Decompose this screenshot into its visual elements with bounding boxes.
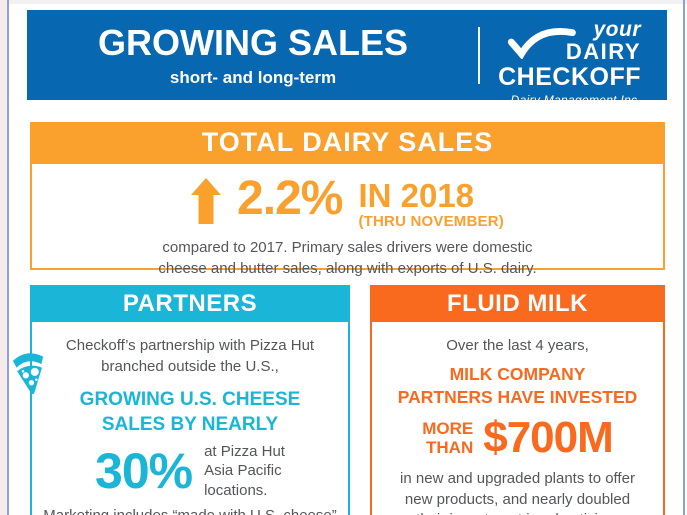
fluid-milk-banner: FLUID MILK	[370, 285, 665, 322]
sales-growth-period-block: IN 2018 (THRU NOVEMBER)	[358, 179, 504, 230]
fluid-milk-highlight: MILK COMPANY PARTNERS HAVE INVESTED	[397, 363, 638, 407]
sales-growth-period: IN 2018	[358, 177, 475, 214]
cheese-sales-stat: 30% at Pizza Hut Asia Pacific locations.	[95, 442, 285, 501]
window-top-edge	[0, 0, 687, 4]
pizza-slice-icon	[12, 353, 44, 395]
logo-dairy-text: DAIRY	[565, 39, 641, 64]
logo-your-text: your	[593, 18, 641, 41]
fluid-milk-panel: Over the last 4 years, MILK COMPANY PART…	[370, 322, 665, 515]
window-left-edge	[0, 0, 7, 515]
checkmark-swoosh-icon	[507, 28, 576, 59]
partners-highlight: GROWING U.S. CHEESE SALES BY NEARLY	[79, 389, 301, 436]
investment-value: $700M	[483, 412, 614, 462]
fluid-milk-intro: Over the last 4 years,	[446, 337, 589, 354]
logo-checkoff-text: CHECKOFF	[498, 63, 641, 91]
total-dairy-description: compared to 2017. Primary sales drivers …	[158, 239, 537, 277]
fluid-milk-description: in new and upgraded plants to offer new …	[400, 469, 635, 515]
more-than-label: MORE THAN	[422, 418, 474, 457]
page-left-border	[7, 0, 9, 515]
logo-tagline: Dairy Management Inc.	[510, 93, 641, 107]
sales-growth-stat: 2.2% IN 2018 (THRU NOVEMBER)	[191, 172, 504, 230]
page-subtitle: short- and long-term	[169, 68, 337, 87]
header-divider	[478, 27, 480, 84]
partners-intro: Checkoff’s partnership with Pizza Hut br…	[65, 337, 315, 375]
partners-panel: Checkoff’s partnership with Pizza Hut br…	[30, 322, 350, 515]
header-banner: GROWING SALES short- and long-term your …	[27, 10, 667, 106]
total-dairy-sales-panel: 2.2% IN 2018 (THRU NOVEMBER) compared to…	[30, 162, 665, 277]
sales-growth-note: (THRU NOVEMBER)	[358, 213, 504, 230]
sales-growth-value: 2.2%	[237, 172, 343, 225]
page-right-border	[683, 0, 685, 515]
up-arrow-icon	[191, 178, 222, 224]
partners-footer: Marketing includes “made with U.S. chees…	[43, 506, 336, 515]
investment-stat: MORE THAN $700M	[422, 412, 614, 462]
cheese-sales-value: 30%	[95, 442, 193, 499]
header-title-block: GROWING SALES short- and long-term	[27, 10, 479, 100]
page-title: GROWING SALES	[97, 22, 408, 63]
total-dairy-sales-banner: TOTAL DAIRY SALES	[30, 122, 665, 162]
partners-banner: PARTNERS	[30, 285, 350, 322]
dairy-checkoff-logo: your DAIRY CHECKOFF Dairy Management Inc…	[498, 19, 641, 106]
cheese-sales-caption: at Pizza Hut Asia Pacific locations.	[204, 442, 285, 499]
